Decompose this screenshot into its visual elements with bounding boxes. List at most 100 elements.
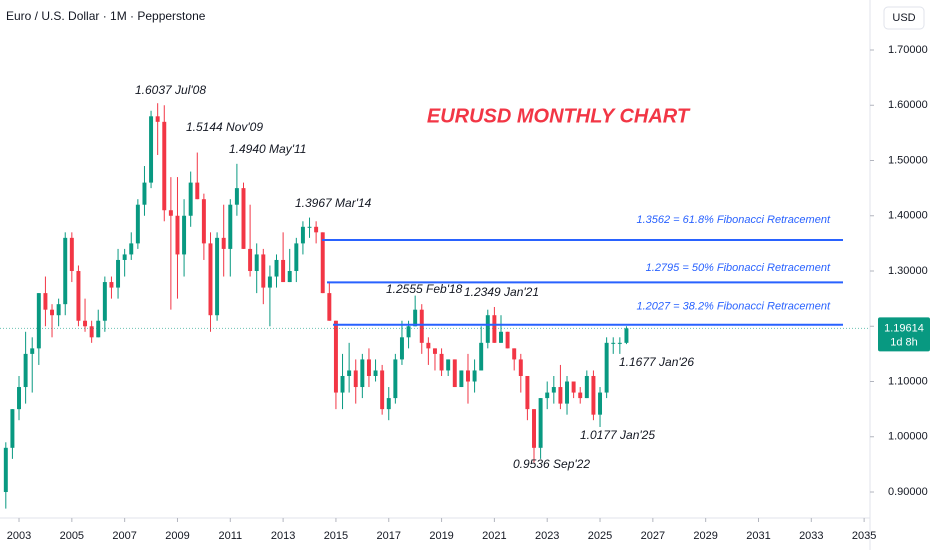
x-tick-label: 2015 [324,530,348,542]
candle-body [248,248,253,272]
candle-body [254,254,259,272]
candle-body [399,337,404,360]
candle-body [50,309,55,316]
candle-body [598,392,603,415]
x-tick-label: 2009 [165,530,189,542]
candle-body [565,381,569,404]
candle-body [432,348,437,354]
x-tick-label: 2021 [482,530,506,542]
candle-body [142,182,147,205]
x-tick-label: 2011 [218,530,242,542]
y-tick-label: 1.30000 [888,265,928,277]
candle-body [446,359,451,371]
x-tick-label: 2033 [799,530,823,542]
x-tick-label: 2007 [112,530,136,542]
candle-body [380,370,385,410]
candle-body [492,315,497,343]
candle-body [162,121,167,211]
candle-body [135,204,140,244]
candle-body [300,226,305,244]
candle-body [611,342,616,344]
candle-body [281,259,286,283]
candle-body [578,392,583,399]
candle-body [551,387,556,393]
candle-body [76,271,81,321]
candle-body [485,315,490,343]
candle-body [518,359,523,376]
candle-body [320,232,325,294]
price-annotation: 1.3967 Mar'14 [295,196,372,210]
candle-body [571,381,576,393]
last-price-box [878,317,930,352]
price-annotation: 1.4940 May'11 [229,142,306,156]
candle-body [274,259,279,277]
fib-label: 1.2027 = 38.2% Fibonacci Retracement [636,301,830,313]
fib-label: 1.2795 = 50% Fibonacci Retracement [646,262,831,274]
price-annotation: 1.0177 Jan'25 [580,428,655,442]
candle-body [617,342,622,344]
candle-body [23,353,28,388]
candle-body [149,116,154,183]
candle-body [512,348,517,360]
countdown-label: 1d 8h [890,336,918,348]
y-tick-label: 1.00000 [888,431,928,443]
candle-body [175,215,180,255]
candle-body [584,375,589,399]
x-tick-label: 2023 [535,530,559,542]
candle-body [129,243,134,255]
candle-body [69,237,74,272]
candle-body [624,328,629,343]
candle-body [459,370,464,388]
currency-button[interactable] [883,6,925,30]
candle-body [96,320,101,338]
candle-body [360,359,365,388]
candle-body [505,331,510,349]
fib-label: 1.3562 = 61.8% Fibonacci Retracement [636,214,830,226]
candle-body [221,237,226,249]
candle-body [228,204,233,249]
price-annotation: 0.9536 Sep'22 [513,457,590,471]
candle-body [558,387,563,404]
symbol-title: Euro / U.S. Dollar · 1M · Pepperstone [6,9,206,23]
candle-body [36,293,41,349]
candle-body [17,387,21,410]
candle-body [208,243,213,316]
candle-body [294,243,299,272]
y-tick-label: 1.60000 [888,99,928,111]
candle-body [327,293,332,321]
y-tick-label: 0.90000 [888,486,928,498]
currency-label: USD [892,12,915,24]
candle-body [102,282,107,321]
candle-body [215,237,220,316]
candle-body [366,359,371,376]
candle-body [393,359,398,399]
candle-body [83,320,88,327]
candle-body [452,359,457,388]
candle-body [287,271,292,283]
x-tick-label: 2027 [641,530,665,542]
candle-body [591,375,596,415]
candle-body [201,199,206,244]
candle-body [604,342,609,393]
y-tick-label: 1.10000 [888,375,928,387]
price-annotation: 1.6037 Jul'08 [135,83,206,97]
candle-body [89,326,94,338]
candle-body [241,188,246,249]
candle-body [56,304,61,316]
y-tick-label: 1.40000 [888,210,928,222]
x-tick-label: 2035 [852,530,876,542]
x-tick-label: 2013 [271,530,295,542]
candle-body [116,259,121,288]
x-tick-label: 2003 [7,530,31,542]
x-tick-label: 2019 [429,530,453,542]
candle-body [419,309,424,343]
candle-body [234,188,239,205]
price-annotation: 1.5144 Nov'09 [186,120,263,134]
candle-body [479,342,484,371]
price-annotation: 1.2555 Feb'18 [386,282,463,296]
candle-body [314,226,319,233]
candle-body [532,409,536,448]
x-tick-label: 2025 [588,530,612,542]
